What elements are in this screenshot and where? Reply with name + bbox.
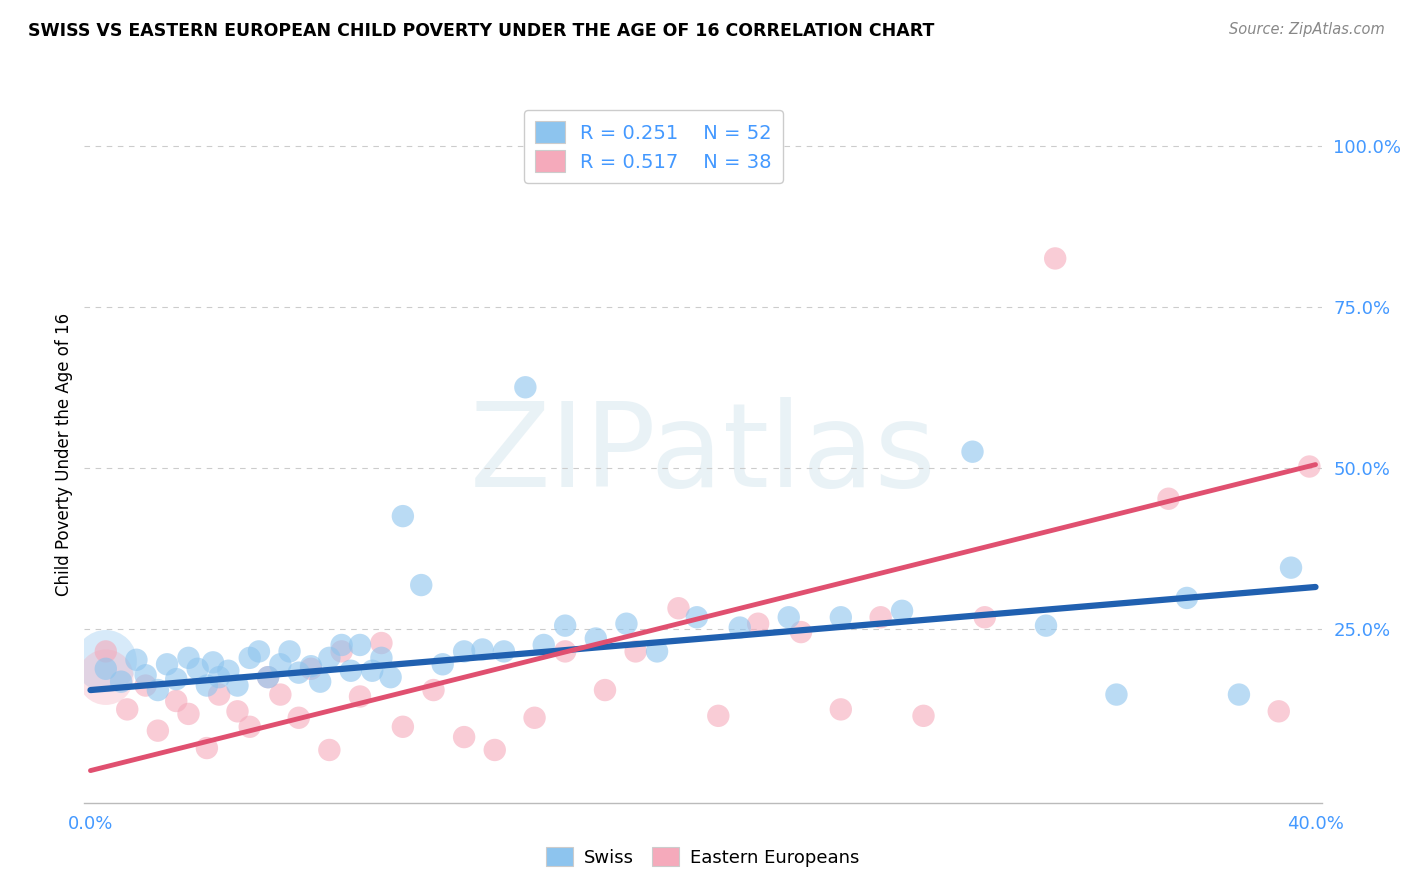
Point bbox=[349, 638, 371, 652]
Point bbox=[318, 651, 340, 665]
Point bbox=[349, 690, 371, 704]
Point bbox=[156, 657, 179, 672]
Point bbox=[115, 702, 138, 716]
Point bbox=[269, 688, 291, 702]
Point bbox=[94, 670, 117, 684]
Point bbox=[593, 683, 616, 698]
Point bbox=[1035, 618, 1057, 632]
Point bbox=[392, 720, 415, 734]
Point bbox=[778, 610, 800, 624]
Point bbox=[1157, 491, 1180, 506]
Point bbox=[125, 653, 148, 667]
Point bbox=[287, 665, 309, 680]
Point bbox=[239, 720, 262, 734]
Point bbox=[533, 638, 555, 652]
Point bbox=[1227, 688, 1250, 702]
Text: Source: ZipAtlas.com: Source: ZipAtlas.com bbox=[1229, 22, 1385, 37]
Point bbox=[554, 644, 576, 658]
Point bbox=[869, 610, 891, 624]
Point bbox=[330, 644, 353, 658]
Point bbox=[146, 723, 169, 738]
Point bbox=[554, 618, 576, 632]
Point bbox=[370, 651, 392, 665]
Text: SWISS VS EASTERN EUROPEAN CHILD POVERTY UNDER THE AGE OF 16 CORRELATION CHART: SWISS VS EASTERN EUROPEAN CHILD POVERTY … bbox=[28, 22, 935, 40]
Point bbox=[195, 679, 218, 693]
Point bbox=[453, 644, 475, 658]
Point bbox=[110, 674, 132, 689]
Point bbox=[361, 664, 384, 678]
Point bbox=[299, 662, 322, 676]
Point bbox=[165, 672, 187, 686]
Point bbox=[973, 610, 995, 624]
Point bbox=[523, 711, 546, 725]
Point bbox=[1268, 704, 1291, 718]
Point bbox=[208, 670, 231, 684]
Point bbox=[585, 632, 607, 646]
Legend: Swiss, Eastern Europeans: Swiss, Eastern Europeans bbox=[538, 839, 868, 874]
Point bbox=[830, 610, 852, 624]
Point bbox=[1043, 252, 1066, 266]
Point bbox=[226, 679, 249, 693]
Point bbox=[257, 670, 280, 684]
Point bbox=[471, 642, 494, 657]
Point bbox=[340, 664, 363, 678]
Point bbox=[247, 644, 270, 658]
Point bbox=[299, 659, 322, 673]
Point bbox=[645, 644, 668, 658]
Point bbox=[135, 668, 157, 682]
Point bbox=[195, 741, 218, 756]
Point bbox=[747, 616, 769, 631]
Point bbox=[616, 616, 638, 631]
Point bbox=[226, 704, 249, 718]
Point bbox=[309, 674, 332, 689]
Point bbox=[177, 706, 200, 721]
Point bbox=[1298, 459, 1320, 474]
Point bbox=[686, 610, 709, 624]
Point bbox=[492, 644, 515, 658]
Point bbox=[484, 743, 506, 757]
Point bbox=[269, 657, 291, 672]
Point bbox=[146, 683, 169, 698]
Point bbox=[257, 670, 280, 684]
Point bbox=[411, 578, 433, 592]
Point bbox=[278, 644, 301, 658]
Point bbox=[515, 380, 537, 394]
Point bbox=[318, 743, 340, 757]
Point bbox=[1105, 688, 1128, 702]
Text: ZIPatlas: ZIPatlas bbox=[470, 398, 936, 512]
Point bbox=[177, 651, 200, 665]
Point bbox=[217, 664, 239, 678]
Point bbox=[962, 444, 984, 458]
Point bbox=[380, 670, 402, 684]
Point bbox=[135, 679, 157, 693]
Point bbox=[912, 708, 935, 723]
Point bbox=[668, 601, 690, 615]
Point bbox=[370, 636, 392, 650]
Point bbox=[94, 644, 117, 658]
Point bbox=[94, 662, 117, 676]
Point bbox=[392, 509, 415, 524]
Point bbox=[707, 708, 730, 723]
Point bbox=[165, 694, 187, 708]
Y-axis label: Child Poverty Under the Age of 16: Child Poverty Under the Age of 16 bbox=[55, 313, 73, 597]
Point bbox=[239, 651, 262, 665]
Point bbox=[201, 656, 224, 670]
Point bbox=[790, 625, 813, 640]
Point bbox=[94, 654, 117, 668]
Point bbox=[453, 730, 475, 744]
Point bbox=[1279, 560, 1302, 574]
Point bbox=[830, 702, 852, 716]
Point bbox=[432, 657, 454, 672]
Point bbox=[891, 604, 914, 618]
Point bbox=[1175, 591, 1198, 605]
Point bbox=[624, 644, 647, 658]
Point bbox=[208, 688, 231, 702]
Point bbox=[330, 638, 353, 652]
Point bbox=[422, 683, 444, 698]
Point bbox=[287, 711, 309, 725]
Point bbox=[728, 621, 751, 635]
Point bbox=[187, 662, 209, 676]
